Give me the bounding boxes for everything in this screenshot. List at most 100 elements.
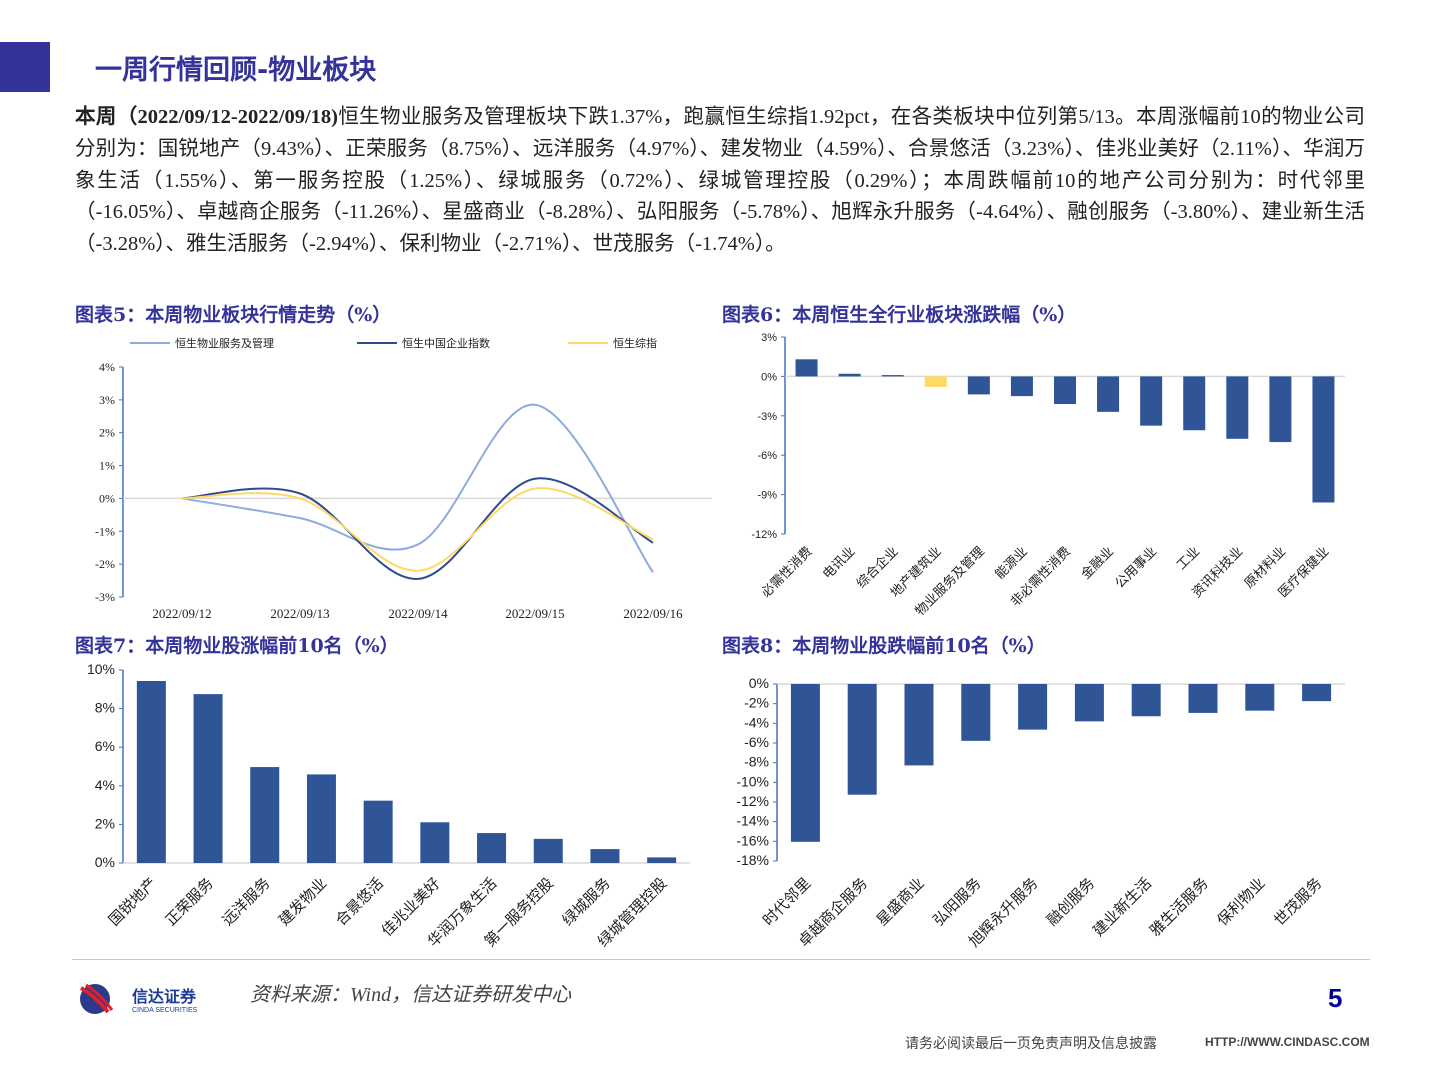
c6-bar: [1140, 376, 1163, 426]
c8-bar: [904, 684, 934, 766]
c5-series-line: [181, 403, 654, 573]
c8-y-tick-label: -18%: [736, 852, 769, 868]
c6-y-tick-label: -6%: [757, 450, 777, 462]
c7-bar: [193, 694, 223, 863]
c8-bar: [961, 684, 991, 741]
c5-x-label: 2022/09/12: [152, 606, 211, 621]
c5-y-tick-label: 1%: [99, 459, 115, 473]
chart5-title: 图表5：本周物业板块行情走势（%）: [75, 304, 392, 326]
svg-text:CINDA SECURITIES: CINDA SECURITIES: [132, 1007, 198, 1014]
c8-x-label: 雅生活服务: [1146, 874, 1212, 940]
c6-x-label: 能源业: [993, 544, 1031, 582]
c8-y-tick-label: 0%: [749, 675, 769, 691]
c5-x-label: 2022/09/16: [623, 606, 683, 621]
c6-bar: [1226, 376, 1249, 439]
c7-x-label: 建发物业: [275, 874, 330, 929]
chart6-title: 图表6：本周恒生全行业板块涨跌幅（%）: [722, 304, 1077, 326]
c5-y-tick-label: -2%: [95, 557, 115, 571]
c8-bar: [847, 684, 877, 795]
c5-series-line: [181, 487, 654, 572]
c5-x-label: 2022/09/13: [270, 606, 329, 621]
c8-y-tick-label: -10%: [736, 773, 769, 789]
c8-bar: [790, 684, 820, 842]
c8-y-tick-label: -6%: [744, 734, 769, 750]
summary-period: 本周（2022/09/12-2022/09/18): [75, 106, 338, 128]
c5-x-label: 2022/09/14: [388, 606, 448, 621]
c5-legend-label: 恒生中国企业指数: [402, 336, 490, 350]
c6-x-label: 必需性消费: [759, 544, 816, 601]
c8-x-label: 星盛商业: [873, 874, 928, 929]
c7-bar: [250, 767, 280, 863]
c8-y-tick-label: -8%: [744, 754, 769, 770]
c8-x-label: 融创服务: [1043, 874, 1098, 929]
c7-bar: [420, 822, 450, 863]
c5-y-tick-label: 0%: [99, 491, 115, 505]
c6-y-tick-label: 0%: [761, 371, 777, 383]
c8-bar: [1302, 684, 1332, 702]
c5-y-tick-label: 4%: [99, 360, 115, 374]
c8-y-tick-label: -2%: [744, 695, 769, 711]
c6-y-tick-label: 3%: [761, 332, 777, 344]
c6-bar: [881, 375, 904, 377]
chart7-title: 图表7：本周物业股涨幅前10名（%）: [75, 635, 399, 657]
c6-bar: [838, 373, 861, 377]
c8-bar: [1188, 684, 1218, 713]
c7-y-tick-label: 4%: [95, 777, 115, 793]
c7-y-tick-label: 10%: [87, 661, 115, 677]
page-title: 一周行情回顾-物业板块: [95, 55, 377, 86]
c7-x-label: 远洋服务: [218, 874, 273, 929]
c7-x-label: 国锐地产: [105, 874, 160, 929]
summary-text: 恒生物业服务及管理板块下跌1.37%，跑赢恒生综指1.92pct，在各类板块中位…: [75, 106, 1366, 256]
c6-y-tick-label: -12%: [751, 529, 777, 541]
c7-x-label: 合景悠活: [332, 874, 387, 929]
c8-bar: [1018, 684, 1048, 730]
c5-legend-label: 恒生物业服务及管理: [175, 336, 274, 350]
source-note: 资料来源：Wind，信达证券研发中心: [250, 984, 572, 1006]
c5-y-tick-label: -3%: [95, 590, 115, 604]
c8-bar: [1074, 684, 1104, 722]
c7-x-label: 正荣服务: [162, 874, 217, 929]
c7-bar: [136, 681, 166, 863]
c8-y-tick-label: -14%: [736, 813, 769, 829]
c6-bar: [795, 359, 818, 377]
footer-divider: [72, 959, 1370, 960]
c8-x-label: 保利物业: [1213, 874, 1268, 929]
c5-x-label: 2022/09/15: [505, 606, 564, 621]
c8-x-label: 弘阳服务: [929, 874, 984, 929]
c5-y-tick-label: 2%: [99, 426, 115, 440]
chart8-title: 图表8：本周物业股跌幅前10名（%）: [722, 635, 1046, 657]
c7-y-tick-label: 2%: [95, 815, 115, 831]
c8-x-label: 建业新生活: [1089, 874, 1155, 940]
c6-bar: [924, 376, 947, 387]
cinda-logo: 信达证券 CINDA SECURITIES: [78, 982, 218, 1016]
c6-y-tick-label: -3%: [757, 411, 777, 423]
c5-legend-label: 恒生综指: [613, 336, 657, 350]
c8-y-tick-label: -4%: [744, 714, 769, 730]
c6-bar: [1054, 376, 1076, 404]
summary-paragraph: 本周（2022/09/12-2022/09/18)恒生物业服务及管理板块下跌1.…: [75, 102, 1365, 261]
website-link[interactable]: HTTP://WWW.CINDASC.COM: [1205, 1035, 1370, 1049]
c7-y-tick-label: 6%: [95, 738, 115, 754]
c8-x-label: 世茂服务: [1270, 874, 1325, 929]
c8-y-tick-label: -16%: [736, 832, 769, 848]
c7-y-tick-label: 0%: [95, 854, 115, 870]
c7-bar: [590, 849, 620, 863]
c6-x-label: 工业: [1174, 544, 1203, 573]
c6-bar: [1010, 376, 1033, 397]
c7-bar: [363, 800, 393, 863]
c5-series-line: [181, 477, 654, 580]
c7-bar: [533, 838, 563, 863]
disclaimer-text: 请务必阅读最后一页免责声明及信息披露: [905, 1036, 1157, 1052]
header-accent-block: [0, 42, 50, 92]
c6-y-tick-label: -9%: [757, 490, 777, 502]
charts-canvas: 3%0%-3%-6%-9%-12%必需性消费 电讯业综合企业地产建筑业物业服务及管…: [87, 332, 1345, 950]
page-number: 5: [1328, 983, 1343, 1013]
c6-x-label: 电讯业: [820, 544, 858, 582]
c7-y-tick-label: 8%: [95, 700, 115, 716]
c7-bar: [647, 857, 677, 863]
c8-bar: [1131, 684, 1161, 717]
c7-bar: [306, 774, 336, 863]
c8-y-tick-label: -12%: [736, 793, 769, 809]
c8-bar: [1245, 684, 1275, 711]
c6-x-label: 金融业: [1078, 544, 1117, 583]
